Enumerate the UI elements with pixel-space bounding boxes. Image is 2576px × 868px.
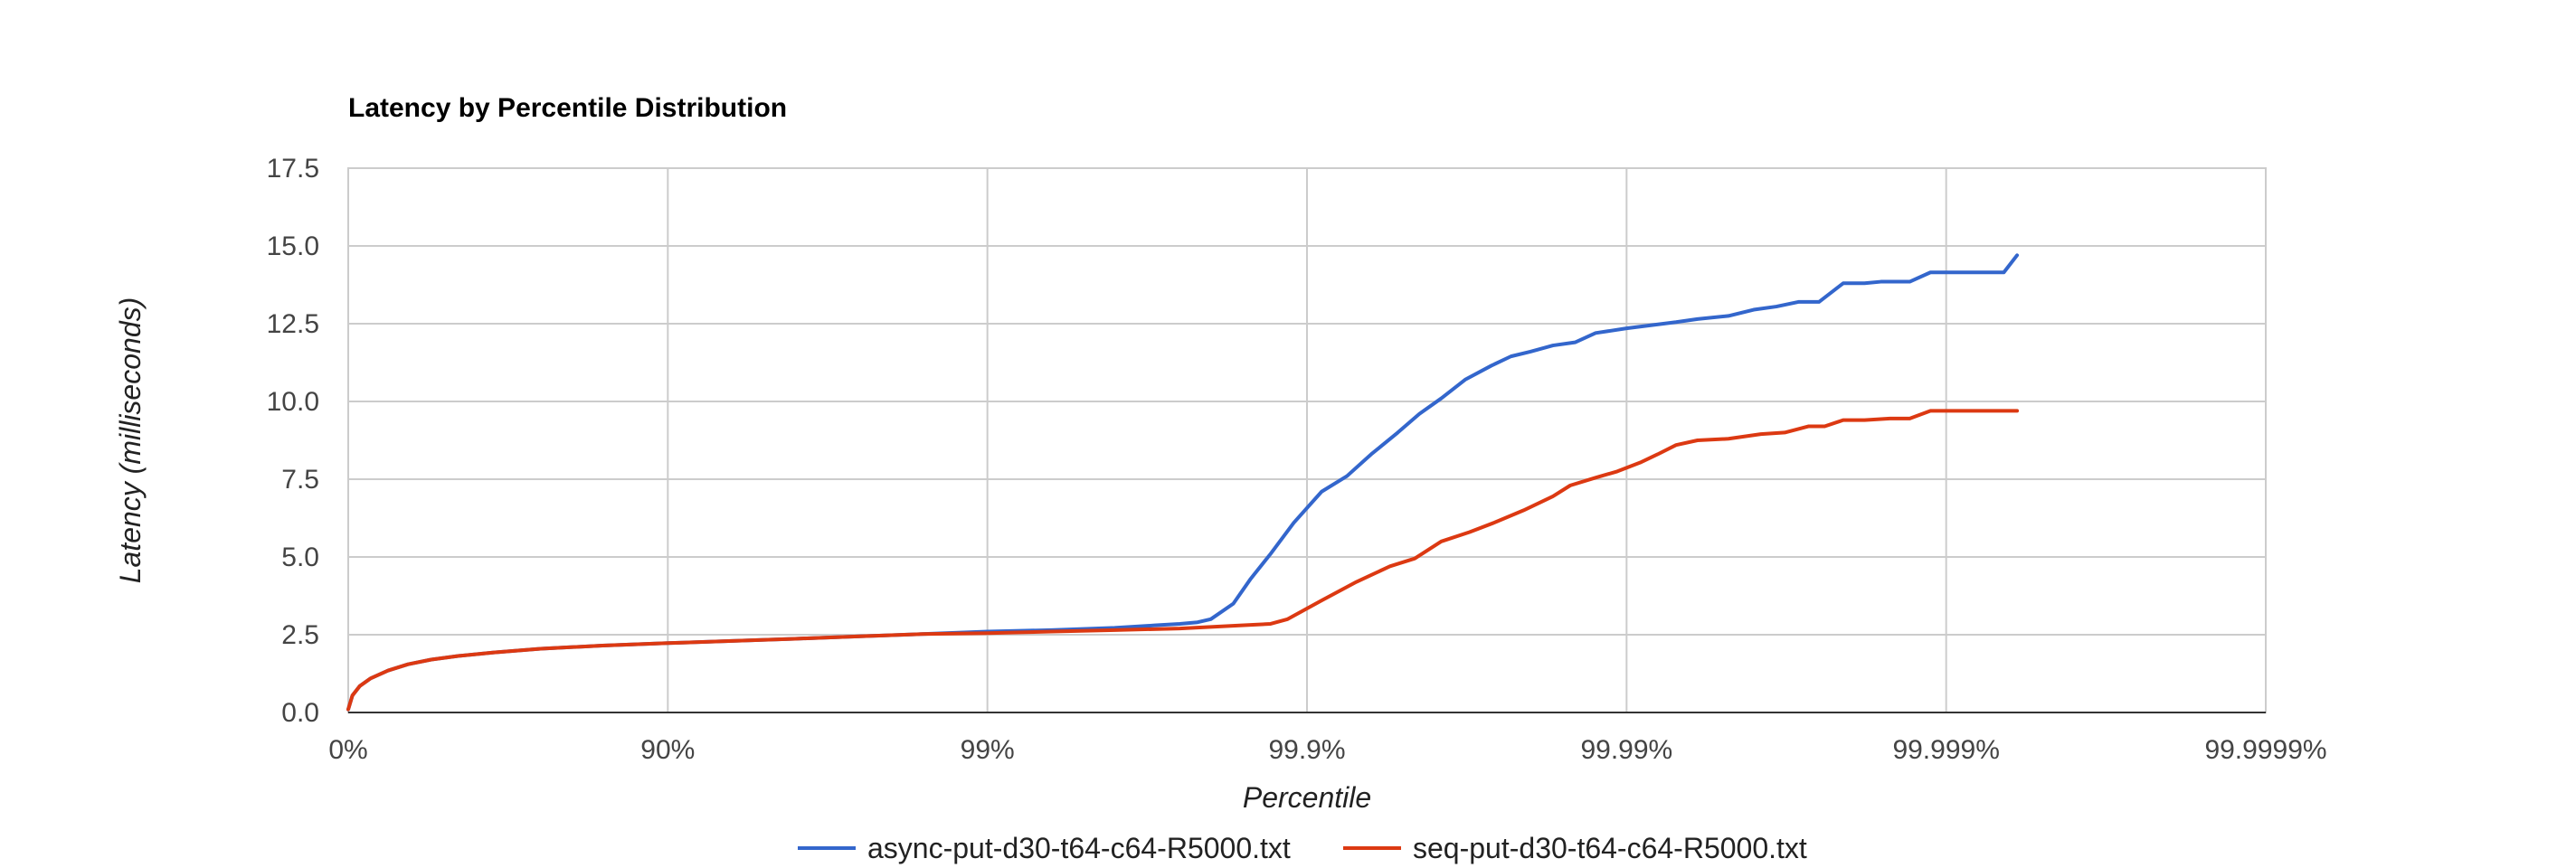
series-line-2	[346, 409, 2020, 712]
y-tick-label: 10.0	[267, 387, 319, 417]
y-tick-label: 7.5	[281, 465, 319, 495]
y-tick-label: 15.0	[267, 231, 319, 261]
y-tick-label: 5.0	[281, 542, 319, 572]
x-tick-label: 99.99%	[1580, 735, 1672, 765]
x-tick-labels: 0% 90% 99% 99.9% 99.99% 99.999% 99.9999%	[328, 735, 2326, 765]
y-tick-label: 17.5	[267, 154, 319, 184]
legend-item-2[interactable]: seq-put-d30-t64-c64-R5000.txt	[1343, 832, 1807, 864]
legend-label: async-put-d30-t64-c64-R5000.txt	[867, 832, 1291, 864]
x-tick-label: 99%	[961, 735, 1015, 765]
legend-label: seq-put-d30-t64-c64-R5000.txt	[1413, 832, 1807, 864]
x-tick-label: 99.9%	[1268, 735, 1345, 765]
y-tick-labels: 0.0 2.5 5.0 7.5 10.0 12.5 15.0 17.5	[267, 154, 319, 728]
x-tick-label: 99.999%	[1892, 735, 1999, 765]
x-axis-title: Percentile	[1243, 781, 1371, 814]
grid	[347, 167, 2267, 713]
y-tick-label: 0.0	[281, 698, 319, 728]
chart-title: Latency by Percentile Distribution	[348, 93, 787, 123]
y-axis-title: Latency (milliseconds)	[114, 297, 147, 584]
x-tick-label: 0%	[328, 735, 367, 765]
x-tick-label: 99.9999%	[2204, 735, 2326, 765]
x-tick-label: 90%	[640, 735, 695, 765]
y-tick-label: 12.5	[267, 309, 319, 339]
legend-item-1[interactable]: async-put-d30-t64-c64-R5000.txt	[798, 832, 1291, 864]
series-layer	[346, 253, 2020, 712]
y-tick-label: 2.5	[281, 620, 319, 650]
legend: async-put-d30-t64-c64-R5000.txt seq-put-d…	[798, 832, 1807, 864]
